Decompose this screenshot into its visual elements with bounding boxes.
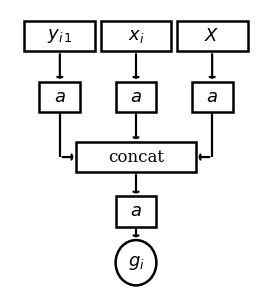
Text: $X$: $X$ (205, 27, 220, 45)
Bar (116, 82, 156, 112)
Text: concat: concat (108, 149, 164, 165)
Text: $y_{i\,1}$: $y_{i\,1}$ (47, 27, 73, 45)
Bar (24, 21, 95, 51)
Circle shape (116, 240, 156, 285)
Bar (39, 82, 80, 112)
Text: $a$: $a$ (54, 88, 66, 106)
Text: $g_{i}$: $g_{i}$ (128, 254, 144, 272)
Text: $x_{i}$: $x_{i}$ (128, 27, 144, 45)
Bar (177, 21, 248, 51)
Bar (101, 21, 171, 51)
Bar (76, 142, 196, 172)
Text: $a$: $a$ (130, 202, 142, 220)
Bar (116, 196, 156, 226)
Text: $a$: $a$ (130, 88, 142, 106)
Bar (192, 82, 233, 112)
Text: $a$: $a$ (206, 88, 218, 106)
